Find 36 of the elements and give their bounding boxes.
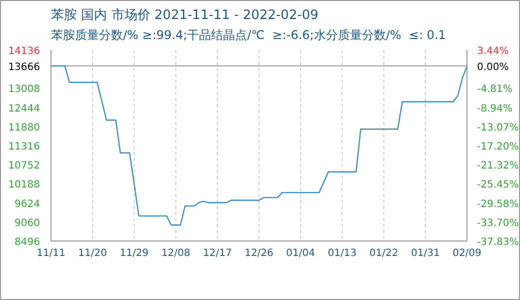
y-tick-label: 12444 [8,103,40,114]
x-tick-label: 02/09 [452,248,482,260]
y-tick-label: 10752 [8,160,40,172]
x-tick-label: 01/04 [286,248,316,260]
x-tick-label: 01/13 [328,248,357,260]
x-tick-label: 12/17 [202,248,232,260]
y2-tick-label: -8.94% [477,103,512,114]
y-tick-label: 8496 [14,237,40,248]
x-tick-label: 01/22 [369,248,398,260]
y-tick-label: 14136 [8,46,40,57]
y2-tick-label: -33.70% [477,218,519,229]
y2-tick-label: -29.58% [477,198,519,210]
y2-tick-label: 3.44% [477,46,509,57]
x-tick-label: 12/08 [161,248,190,260]
y2-tick-label: -25.45% [477,180,519,191]
y-tick-label: 10188 [8,180,40,191]
y-tick-label: 9624 [14,198,40,210]
y2-tick-label: -37.83% [477,237,519,248]
x-tick-label: 11/11 [36,248,66,260]
y-tick-label: 11880 [8,122,40,134]
x-tick-label: 12/26 [244,248,274,260]
y-tick-label: 13008 [8,84,40,96]
line-series [51,65,467,226]
y2-tick-label: -21.32% [477,160,519,172]
y-tick-label: 11316 [8,142,40,152]
y-tick-label: 9060 [14,218,40,229]
y-tick-label: 13666 [8,62,40,73]
x-tick-label: 11/20 [78,248,108,260]
chart-title: 苯胺 国内 市场价 2021-11-11 - 2022-02-09 [51,7,318,24]
y2-tick-label: -17.20% [477,142,519,153]
y2-tick-label: -13.07% [477,122,519,134]
x-tick-label: 01/31 [410,248,440,260]
chart-subtitle: 苯胺质量分数/% ≥:99.4;干品结晶点/℃ ≥:-6.6;水分质量分数/% ≤: 0.1 [51,27,446,44]
y2-tick-label: 0.00% [477,62,509,73]
y2-tick-label: -4.81% [477,84,512,96]
x-tick-label: 11/29 [120,248,149,260]
